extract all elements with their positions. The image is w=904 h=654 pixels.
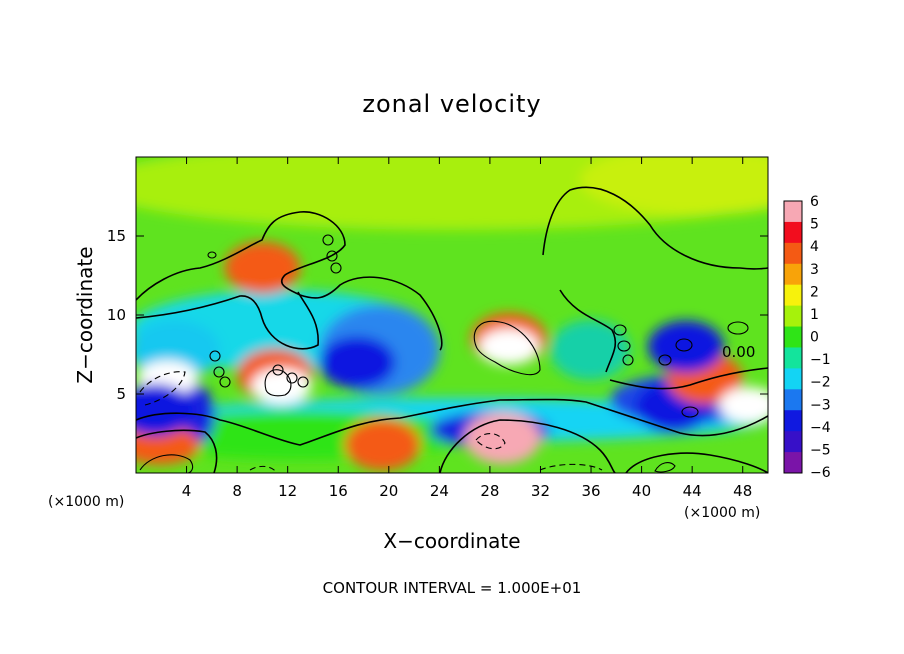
y-axis-ticks: 5 10 15	[107, 227, 768, 403]
x-tick-label: 16	[329, 482, 348, 500]
heatmap-feature	[319, 336, 396, 389]
colorbar-swatch	[784, 305, 802, 328]
colorbar-swatch	[784, 221, 802, 244]
colorbar-swatch	[784, 431, 802, 453]
colorbar-swatch	[784, 263, 802, 286]
x-tick-label: 44	[683, 482, 702, 500]
colorbar-tick-label: −5	[810, 442, 831, 458]
colorbar-frame	[783, 200, 803, 474]
colorbar-tick-label: 0	[810, 330, 819, 346]
x-axis-title: X−coordinate	[383, 529, 520, 553]
colorbar-swatch	[784, 368, 802, 390]
heatmap-feature	[647, 320, 724, 373]
x-tick-label: 48	[733, 482, 752, 500]
colorbar-tick-label: 6	[810, 194, 819, 210]
colorbar-tick-label: 1	[810, 307, 819, 323]
heatmap-feature	[224, 241, 301, 294]
y-tick-label: 5	[116, 385, 126, 403]
x-tick-label: 40	[632, 482, 651, 500]
colorbar-swatch	[784, 284, 802, 307]
colorbar-tick-label: 4	[810, 239, 819, 255]
contour-label: 0.00	[722, 343, 755, 361]
heatmap-fields	[136, 157, 768, 471]
colorbar-tick-label: 3	[810, 262, 819, 278]
colorbar-swatch	[784, 452, 802, 474]
y-tick-label: 10	[107, 306, 126, 324]
heatmap-feature	[344, 418, 421, 471]
x-tick-label: 36	[581, 482, 600, 500]
x-tick-label: 28	[480, 482, 499, 500]
heatmap-feature	[719, 387, 768, 424]
colorbar-swatch	[784, 410, 802, 432]
colorbar-swatch	[784, 326, 802, 348]
colorbar-swatch	[784, 242, 802, 265]
colorbar-tick-label: −2	[810, 375, 831, 391]
colorbar-tick-label: −6	[810, 465, 831, 481]
heatmap-region	[580, 157, 768, 215]
x-axis-unit: (×1000 m)	[684, 505, 760, 521]
heatmap-feature	[136, 383, 193, 436]
colorbar-swatch	[784, 389, 802, 411]
colorbar-tick-label: −4	[810, 420, 831, 436]
colorbar-tick-label: 2	[810, 284, 819, 300]
colorbar-swatches	[784, 201, 802, 474]
x-tick-label: 4	[182, 482, 192, 500]
x-tick-label: 12	[278, 482, 297, 500]
colorbar-ticks: 6 5 4 3 2 1 0 −1 −2 −3 −4 −5 −6	[810, 194, 831, 481]
colorbar-swatch	[784, 201, 802, 223]
x-tick-label: 8	[232, 482, 242, 500]
x-axis-ticks: 4 8 12 16 20 24 28 32 36 40 44 48	[182, 157, 752, 500]
heatmap-feature	[478, 328, 539, 365]
colorbar-tick-label: 5	[810, 217, 819, 233]
colorbar: 6 5 4 3 2 1 0 −1 −2 −3 −4 −5 −6	[783, 194, 831, 481]
y-axis-unit: (×1000 m)	[48, 494, 124, 510]
x-tick-label: 24	[430, 482, 449, 500]
contour-interval-note: CONTOUR INTERVAL = 1.000E+01	[323, 579, 582, 597]
colorbar-tick-label: −1	[810, 352, 831, 368]
chart-title: zonal velocity	[362, 90, 541, 118]
x-tick-label: 20	[379, 482, 398, 500]
y-tick-label: 15	[107, 227, 126, 245]
y-axis-title: Z−coordinate	[73, 246, 97, 383]
heatmap-region	[550, 320, 630, 380]
x-tick-label: 32	[531, 482, 550, 500]
contour-lines	[136, 186, 768, 473]
colorbar-swatch	[784, 347, 802, 369]
colorbar-tick-label: −3	[810, 397, 831, 413]
